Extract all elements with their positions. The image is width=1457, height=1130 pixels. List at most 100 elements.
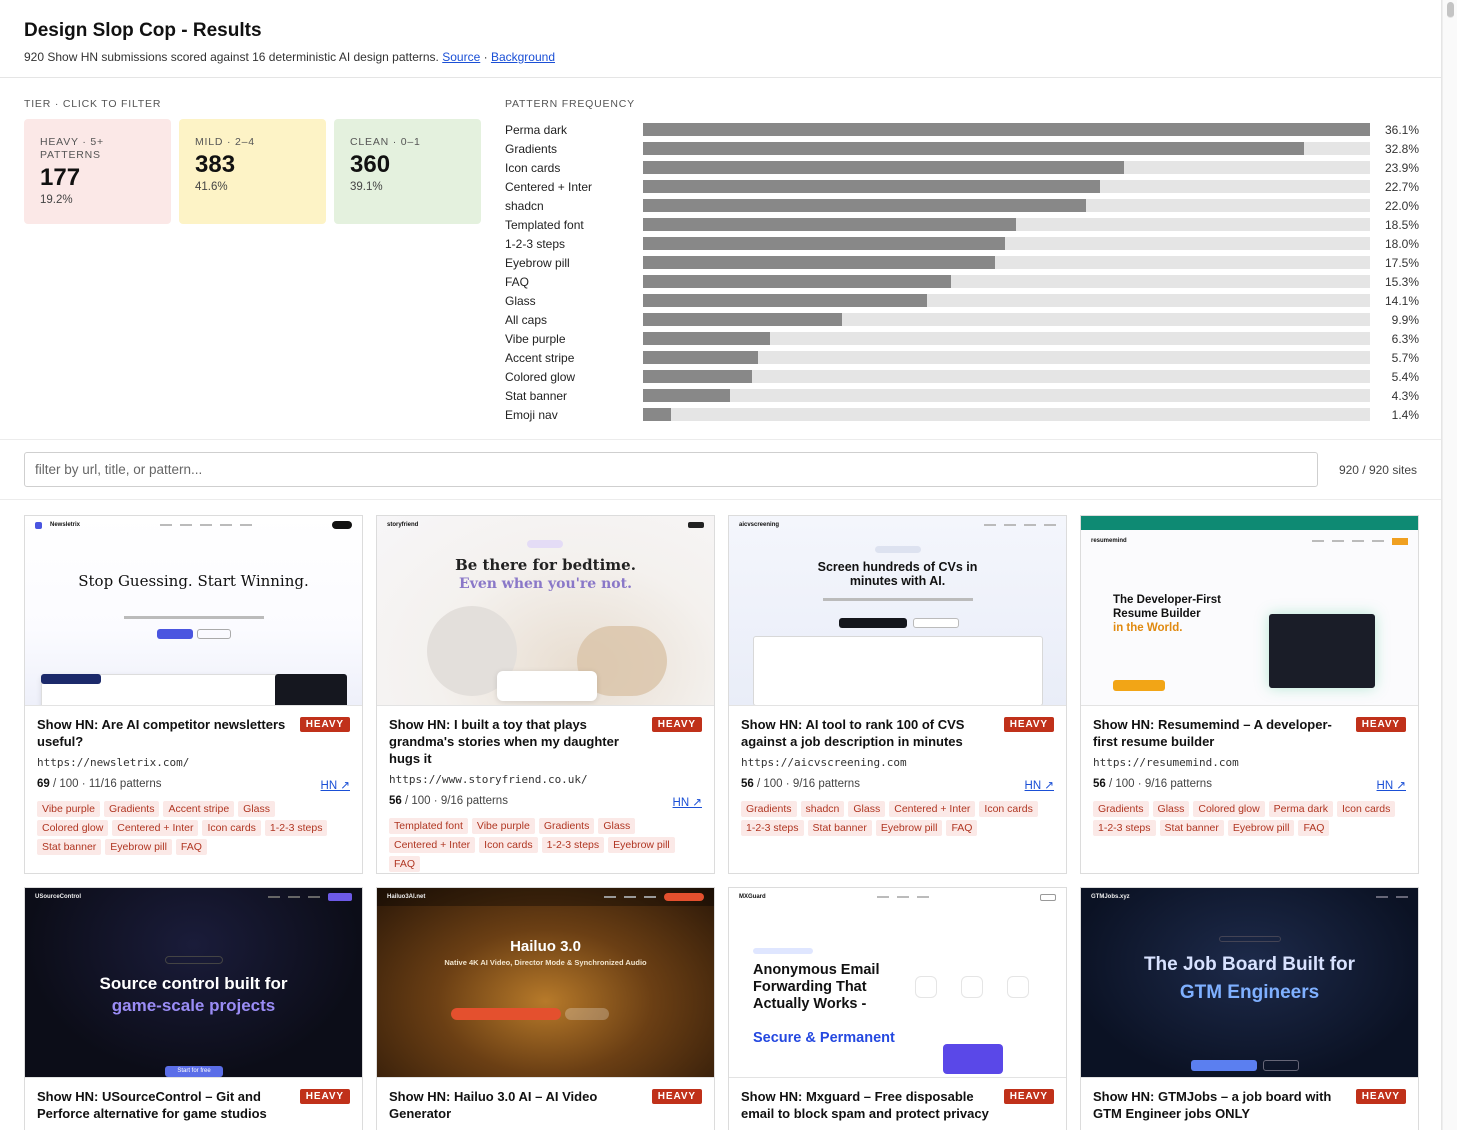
- card-title[interactable]: Show HN: GTMJobs – a job board with GTM …: [1093, 1089, 1332, 1121]
- bar-value-label: 5.7%: [1391, 350, 1419, 365]
- thumb-brand: USourceControl: [35, 894, 82, 900]
- pattern-tag[interactable]: Gradients: [538, 818, 595, 834]
- frequency-row: Stat banner 4.3%: [505, 386, 1419, 405]
- site-url[interactable]: https://www.storyfriend.co.uk/: [389, 773, 588, 786]
- site-card[interactable]: Newsletrix Stop Guessing. Start Winning.…: [24, 515, 363, 874]
- pattern-tag[interactable]: Icon cards: [1336, 801, 1396, 817]
- tier-badge: HEAVY: [299, 1089, 350, 1104]
- pattern-tag[interactable]: Vibe purple: [37, 801, 100, 817]
- hn-link[interactable]: HN ↗: [320, 780, 350, 792]
- filter-input[interactable]: [24, 452, 1318, 487]
- bar-track: [643, 123, 1370, 136]
- site-card[interactable]: USourceControl Source control built for …: [24, 887, 363, 1130]
- pattern-tag[interactable]: Eyebrow pill: [608, 837, 675, 853]
- site-url[interactable]: https://resumemind.com: [1093, 756, 1239, 769]
- pattern-tag[interactable]: Glass: [598, 818, 636, 834]
- score-value: 56: [1093, 778, 1106, 790]
- card-title[interactable]: Show HN: USourceControl – Git and Perfor…: [37, 1089, 267, 1121]
- pattern-tag[interactable]: Accent stripe: [163, 801, 235, 817]
- site-card[interactable]: Hailuo3AI.net Hailuo 3.0 Native 4K AI Vi…: [376, 887, 715, 1130]
- chart-title: PATTERN FREQUENCY: [505, 98, 635, 110]
- pattern-tag[interactable]: FAQ: [389, 856, 421, 872]
- pattern-count: 11/16 patterns: [88, 778, 162, 790]
- pattern-tag[interactable]: Vibe purple: [471, 818, 535, 834]
- card-title[interactable]: Show HN: I built a toy that plays grandm…: [389, 717, 619, 766]
- pattern-tag[interactable]: Icon cards: [979, 801, 1038, 817]
- site-card[interactable]: GTMJobs.xyz The Job Board Built for GTM …: [1080, 887, 1419, 1130]
- pattern-tag[interactable]: Centered + Inter: [389, 837, 476, 853]
- pattern-tag[interactable]: Stat banner: [1159, 820, 1224, 836]
- pattern-tag[interactable]: Icon cards: [202, 820, 261, 836]
- pattern-tag[interactable]: Stat banner: [807, 820, 872, 836]
- pattern-tag[interactable]: Colored glow: [1193, 801, 1265, 817]
- thumb-nav: aicvscreening: [729, 516, 1066, 534]
- tier-percent: 19.2%: [40, 194, 73, 206]
- pattern-tag[interactable]: 1-2-3 steps: [264, 820, 328, 836]
- background-link[interactable]: Background: [490, 50, 555, 64]
- pattern-tag[interactable]: 1-2-3 steps: [541, 837, 605, 853]
- pattern-tag[interactable]: Gradients: [103, 801, 160, 817]
- site-card[interactable]: storyfriend Be there for bedtime. Even w…: [376, 515, 715, 874]
- thumb-headline: Stop Guessing. Start Winning.: [78, 572, 309, 590]
- bar: [643, 351, 758, 364]
- frequency-row: shadcn 22.0%: [505, 196, 1419, 215]
- pattern-tag[interactable]: Centered + Inter: [889, 801, 976, 817]
- pattern-tag[interactable]: Eyebrow pill: [875, 820, 943, 836]
- pattern-tag[interactable]: Stat banner: [37, 839, 102, 855]
- hn-link[interactable]: HN ↗: [1376, 780, 1406, 792]
- site-url[interactable]: https://newsletrix.com/: [37, 756, 190, 769]
- pattern-tag[interactable]: FAQ: [175, 839, 207, 855]
- bar: [643, 199, 1087, 212]
- card-title[interactable]: Show HN: Hailuo 3.0 AI – AI Video Genera…: [389, 1089, 598, 1121]
- pattern-tag[interactable]: Glass: [848, 801, 886, 817]
- card-title[interactable]: Show HN: AI tool to rank 100 of CVS agai…: [741, 717, 965, 749]
- bar: [643, 370, 752, 383]
- frequency-row: Emoji nav 1.4%: [505, 405, 1419, 424]
- hn-link[interactable]: HN ↗: [1024, 780, 1054, 792]
- pattern-tag[interactable]: 1-2-3 steps: [741, 820, 804, 836]
- page-title: Design Slop Cop - Results: [24, 20, 262, 41]
- pattern-tag[interactable]: Perma dark: [1268, 801, 1333, 817]
- thumb-headline-2: Even when you're not.: [459, 576, 632, 592]
- site-card[interactable]: resumemind The Developer-First Resume Bu…: [1080, 515, 1419, 874]
- frequency-row: Templated font 18.5%: [505, 215, 1419, 234]
- site-count: 920 / 920 sites: [1338, 463, 1417, 477]
- pattern-tag[interactable]: Glass: [1152, 801, 1190, 817]
- card-title[interactable]: Show HN: Mxguard – Free disposable email…: [741, 1089, 989, 1121]
- source-link[interactable]: Source: [442, 50, 481, 64]
- hn-link[interactable]: HN ↗: [672, 797, 702, 809]
- pattern-tag[interactable]: shadcn: [800, 801, 845, 817]
- pattern-tag[interactable]: Glass: [238, 801, 276, 817]
- tier-name: MILD · 2–4: [195, 136, 255, 148]
- pattern-label: FAQ: [505, 274, 530, 289]
- pattern-label: 1-2-3 steps: [505, 236, 566, 251]
- bar: [643, 256, 996, 269]
- site-url[interactable]: https://aicvscreening.com: [741, 756, 907, 769]
- scrollbar[interactable]: [1442, 0, 1457, 1130]
- site-screenshot: resumemind The Developer-First Resume Bu…: [1081, 516, 1418, 706]
- bar-value-label: 4.3%: [1391, 388, 1419, 403]
- pattern-tag[interactable]: Eyebrow pill: [1227, 820, 1295, 836]
- pattern-tag[interactable]: Colored glow: [37, 820, 109, 836]
- card-title[interactable]: Show HN: Resumemind – A developer-first …: [1093, 717, 1332, 749]
- pattern-tag[interactable]: Gradients: [741, 801, 797, 817]
- scrollbar-thumb[interactable]: [1447, 2, 1454, 18]
- pattern-tag[interactable]: Eyebrow pill: [105, 839, 172, 855]
- tier-percent: 39.1%: [350, 181, 383, 193]
- tier-card-heavy[interactable]: HEAVY · 5+ PATTERNS 177 19.2%: [24, 119, 171, 224]
- tier-card-mild[interactable]: MILD · 2–4 383 41.6%: [179, 119, 326, 224]
- pattern-tag[interactable]: 1-2-3 steps: [1093, 820, 1156, 836]
- pattern-tag[interactable]: FAQ: [1298, 820, 1330, 836]
- pattern-tag[interactable]: Gradients: [1093, 801, 1149, 817]
- pattern-tag[interactable]: Centered + Inter: [112, 820, 199, 836]
- card-title[interactable]: Show HN: Are AI competitor newsletters u…: [37, 717, 286, 749]
- pattern-tag[interactable]: Templated font: [389, 818, 468, 834]
- pattern-tag[interactable]: Icon cards: [479, 837, 538, 853]
- tier-card-clean[interactable]: CLEAN · 0–1 360 39.1%: [334, 119, 481, 224]
- frequency-row: Colored glow 5.4%: [505, 367, 1419, 386]
- tier-name: HEAVY · 5+ PATTERNS: [40, 136, 104, 161]
- pattern-tag[interactable]: FAQ: [946, 820, 978, 836]
- site-card[interactable]: aicvscreening Screen hundreds of CVs in …: [728, 515, 1067, 874]
- site-card[interactable]: MXGuard Anonymous Email Forwarding That …: [728, 887, 1067, 1130]
- frequency-row: 1-2-3 steps 18.0%: [505, 234, 1419, 253]
